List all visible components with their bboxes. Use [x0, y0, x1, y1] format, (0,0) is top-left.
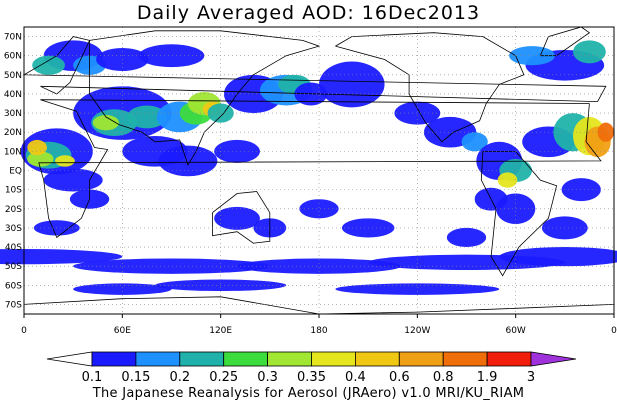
colorbar-swatch [486, 351, 532, 367]
colorbar-swatch [267, 351, 312, 367]
lat-label: 60N [4, 52, 22, 62]
colorbar-swatch [311, 351, 356, 367]
colorbar-label: 0.2 [169, 370, 190, 385]
lat-label: 20S [5, 205, 22, 215]
lat-label: 40N [4, 90, 22, 100]
colorbar-label: 0.1 [82, 370, 103, 385]
lat-label: 50N [4, 71, 22, 81]
colorbar-swatch [223, 351, 268, 367]
lon-label: 120E [209, 326, 232, 336]
lon-label: 120W [404, 326, 430, 336]
latitude-labels: 70N 60N 50N 40N 30N 20N 10N EQ 10S 20S 30S 40S 50S 60… [4, 33, 22, 311]
lat-label: 40S [5, 243, 22, 253]
colorbar-label: 3 [527, 370, 535, 385]
lat-label: 50S [5, 262, 22, 272]
aod-field [0, 40, 617, 295]
lat-label: 70S [5, 300, 22, 310]
colorbar-label: 0.35 [297, 370, 326, 385]
footer-credit: The Japanese Reanalysis for Aerosol (JRA… [92, 386, 525, 401]
colorbar-high-arrow [530, 351, 577, 367]
lon-label: 180 [310, 326, 327, 336]
lat-label: 60S [5, 281, 22, 291]
colorbar-low-arrow [46, 351, 93, 367]
colorbar-swatch [354, 351, 400, 367]
colorbar-swatch [91, 351, 137, 367]
colorbar-label: 0.25 [209, 370, 238, 385]
lon-label: 60E [114, 326, 131, 336]
colorbar-label: 0.6 [389, 370, 410, 385]
lat-label: 70N [4, 33, 22, 43]
lat-label: 10S [5, 186, 22, 196]
lon-label: 60W [505, 326, 525, 336]
colorbar-swatch [398, 351, 444, 367]
lat-label: EQ [9, 167, 22, 177]
colorbar-label: 0.15 [121, 370, 150, 385]
lat-label: 30N [4, 109, 22, 119]
lat-label: 30S [5, 224, 22, 234]
colorbar-label: 0.3 [257, 370, 278, 385]
lat-label: 10N [4, 147, 22, 157]
colorbar-label: 0.4 [345, 370, 366, 385]
colorbar-label: 1.9 [477, 370, 498, 385]
colorbar-swatch [179, 351, 225, 367]
colorbar: 0.1 0.15 0.2 0.25 0.3 0.35 0.4 0.6 0.8 1.9 3 [46, 351, 577, 385]
lon-label: 0 [611, 326, 617, 336]
colorbar-label: 0.8 [433, 370, 454, 385]
lon-label: 0 [21, 326, 27, 336]
colorbar-swatch [442, 351, 488, 367]
longitude-labels: 0 60E 120E 180 120W 60W 0 [21, 314, 617, 336]
map-title: Daily Averaged AOD: 16Dec2013 [136, 2, 481, 24]
colorbar-swatch [135, 351, 181, 367]
lat-label: 20N [4, 128, 22, 138]
